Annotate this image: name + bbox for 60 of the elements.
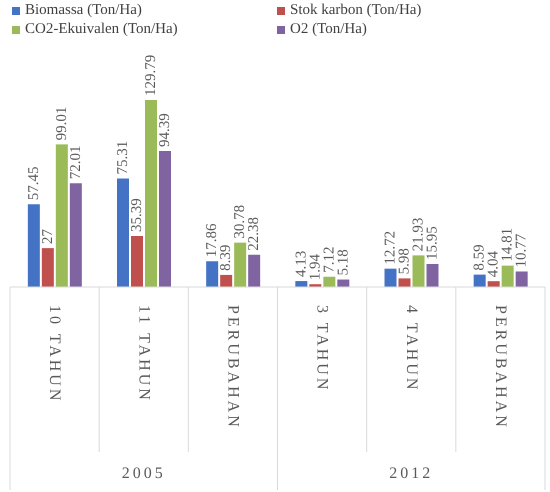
bar	[384, 268, 396, 287]
bar	[117, 178, 129, 287]
bar	[131, 236, 143, 287]
data-label: 5.18	[335, 249, 352, 276]
data-label: 1.94	[307, 253, 324, 280]
bar	[42, 248, 54, 287]
bar	[309, 284, 322, 287]
bar	[323, 276, 336, 287]
legend-label: O2 (Ton/Ha)	[290, 21, 367, 38]
bar	[337, 280, 350, 287]
bar	[248, 254, 260, 287]
x-tick-label: 4 TAHUN	[402, 305, 420, 392]
bar	[488, 281, 500, 287]
bar	[145, 100, 157, 287]
data-label: 4.13	[293, 250, 310, 278]
legend-label: CO2-Ekuivalen (Ton/Ha)	[25, 21, 178, 38]
data-label: 94.39	[157, 113, 173, 148]
bar	[159, 151, 171, 287]
data-label: 8.39	[218, 244, 234, 271]
x-tick-label: 10 TAHUN	[46, 305, 64, 404]
data-label: 4.04	[486, 250, 502, 278]
x-tick-label: PERUBAHAN	[492, 305, 509, 430]
bar	[516, 271, 528, 287]
bar	[474, 274, 486, 287]
data-label: 22.38	[246, 217, 262, 251]
x-tick-label: 11 TAHUN	[135, 305, 152, 403]
legend-label: Stok karbon (Ton/Ha)	[290, 2, 422, 19]
x-tick-label: PERUBAHAN	[224, 305, 242, 430]
bar	[295, 281, 308, 287]
data-label: 14.81	[500, 228, 516, 262]
data-label: 99.01	[54, 106, 70, 140]
bar	[56, 144, 68, 287]
data-label: 15.95	[424, 226, 440, 260]
bar	[206, 261, 218, 287]
bar	[398, 278, 410, 287]
bar	[502, 266, 514, 287]
data-label: 72.01	[68, 146, 84, 180]
x-tick-label: 3 TAHUN	[314, 305, 331, 392]
bar	[426, 264, 438, 287]
data-label: 7.12	[321, 246, 338, 273]
data-label: 5.98	[396, 248, 412, 274]
legend-label: Biomassa (Ton/Ha)	[25, 2, 142, 19]
data-label: 10.77	[514, 233, 530, 268]
bar	[234, 242, 246, 287]
data-label: 21.93	[410, 218, 426, 252]
bar	[70, 183, 82, 287]
data-label: 12.72	[382, 230, 398, 265]
data-label: 75.31	[115, 140, 131, 174]
data-label: 8.59	[472, 244, 488, 271]
bar	[28, 204, 40, 287]
data-label: 17.86	[204, 223, 220, 258]
bar	[412, 255, 424, 287]
data-label: 129.79	[143, 54, 159, 96]
bar	[220, 274, 232, 287]
data-label: 27	[40, 228, 56, 244]
data-label: 35.39	[129, 198, 145, 232]
text: 2005	[122, 465, 166, 482]
text: 2012	[389, 465, 434, 482]
data-label: 57.45	[26, 166, 42, 200]
data-label: 30.78	[232, 204, 248, 239]
